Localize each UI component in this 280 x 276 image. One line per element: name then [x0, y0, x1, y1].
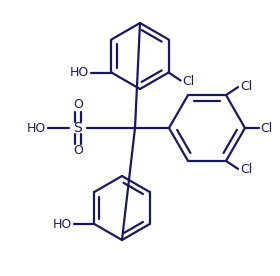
Text: O: O [73, 99, 83, 112]
Text: Cl: Cl [183, 75, 195, 88]
Text: O: O [73, 145, 83, 158]
Text: HO: HO [53, 217, 72, 230]
Text: S: S [74, 121, 82, 135]
Text: Cl: Cl [260, 121, 272, 134]
Text: Cl: Cl [240, 79, 252, 92]
Text: HO: HO [70, 66, 89, 79]
Text: Cl: Cl [240, 163, 252, 176]
Text: HO: HO [27, 121, 46, 134]
